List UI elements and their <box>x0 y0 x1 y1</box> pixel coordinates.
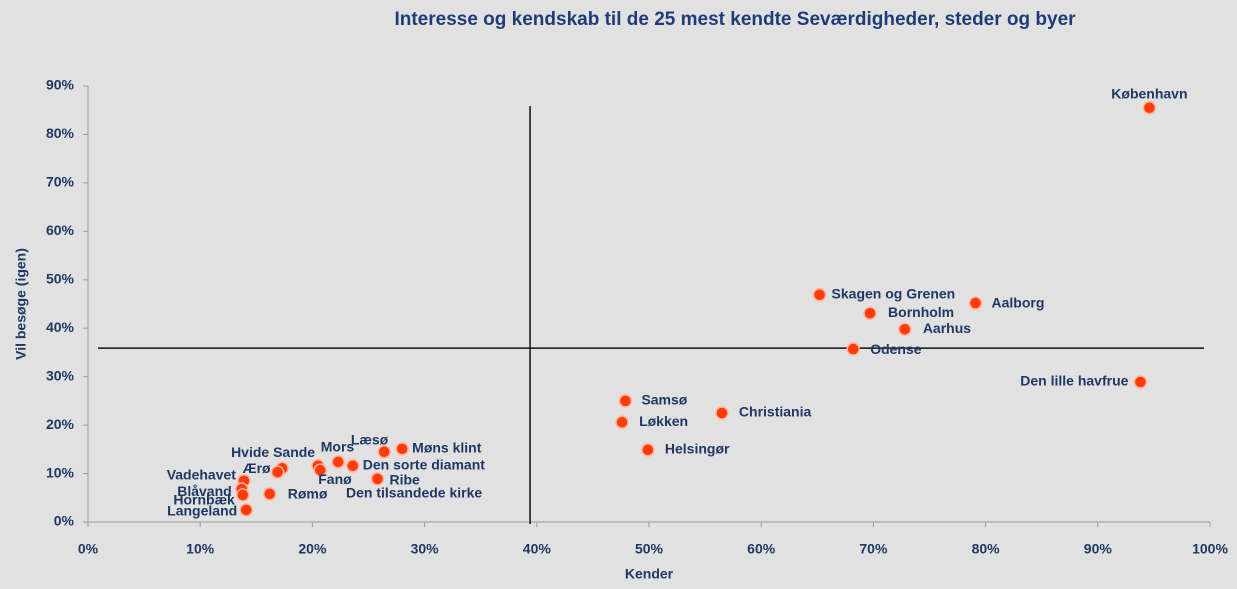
y-tick-label: 20% <box>46 416 75 432</box>
y-tick-label: 70% <box>46 174 75 190</box>
point <box>270 465 285 479</box>
point <box>846 342 860 356</box>
y-tick-label: 0% <box>54 513 75 529</box>
point-label: Ærø <box>243 460 271 476</box>
point-label: Skagen og Grenen <box>832 285 956 301</box>
y-tick-label: 80% <box>46 125 75 141</box>
x-tick-label: 60% <box>747 541 776 557</box>
point <box>395 442 409 456</box>
point <box>263 487 277 501</box>
x-tick-label: 40% <box>523 541 552 557</box>
y-axis-label: Vil besøge (igen) <box>13 248 29 360</box>
point <box>715 406 729 420</box>
y-tick-label: 60% <box>46 222 75 238</box>
x-tick-label: 30% <box>411 541 440 557</box>
point-label: Den sorte diamant <box>363 457 485 473</box>
point <box>236 488 250 502</box>
point-label: Samsø <box>641 392 687 408</box>
point-label: Christiania <box>739 404 812 420</box>
point <box>812 288 827 302</box>
point-label: Den tilsandede kirke <box>346 485 482 501</box>
point-label: Fanø <box>318 471 352 487</box>
point <box>331 455 345 469</box>
point <box>618 394 633 408</box>
point <box>239 503 253 517</box>
point-label: Blåvand <box>177 483 231 499</box>
x-tick-label: 10% <box>186 541 215 557</box>
point-label: Langeland <box>167 503 237 519</box>
point-label: Aalborg <box>992 295 1045 311</box>
chart-title: Interesse og kendskab til de 25 mest ken… <box>394 9 1076 30</box>
point <box>615 415 629 429</box>
x-tick-label: 0% <box>78 541 99 557</box>
point-label: Løkken <box>639 413 688 429</box>
x-tick-label: 100% <box>1192 541 1228 557</box>
x-tick-label: 70% <box>859 541 888 557</box>
point-label: Ribe <box>389 472 420 488</box>
y-tick-label: 90% <box>46 77 75 93</box>
x-tick-label: 90% <box>1084 541 1113 557</box>
y-tick-label: 30% <box>46 367 75 383</box>
y-tick-label: 50% <box>46 270 75 286</box>
point-label: Møns klint <box>412 440 482 456</box>
x-tick-label: 50% <box>635 541 664 557</box>
point-label: Mors <box>321 439 355 455</box>
point <box>370 472 385 486</box>
point <box>863 306 877 320</box>
point <box>1133 375 1148 389</box>
point <box>898 322 912 336</box>
point-label: Aarhus <box>923 320 971 336</box>
y-tick-label: 10% <box>46 464 75 480</box>
point-label: Hvide Sande <box>231 444 315 460</box>
point-label: København <box>1111 86 1187 102</box>
point-label: Den lille havfrue <box>1020 373 1128 389</box>
point <box>1142 101 1157 115</box>
point <box>313 463 328 477</box>
point-label: Hornbæk <box>173 492 235 508</box>
x-axis-label: Kender <box>625 566 674 582</box>
point-label: Rømø <box>288 486 328 502</box>
x-tick-label: 20% <box>298 541 327 557</box>
point-label: Vadehavet <box>167 467 237 483</box>
point-label: Bornholm <box>888 304 954 320</box>
point <box>968 296 983 310</box>
point <box>641 443 655 457</box>
y-tick-label: 40% <box>46 319 75 335</box>
x-tick-label: 80% <box>972 541 1001 557</box>
point <box>346 459 360 473</box>
point <box>377 445 391 459</box>
point-label: Helsingør <box>665 441 730 457</box>
point-label: Læsø <box>351 431 389 447</box>
point-label: Odense <box>870 341 922 357</box>
